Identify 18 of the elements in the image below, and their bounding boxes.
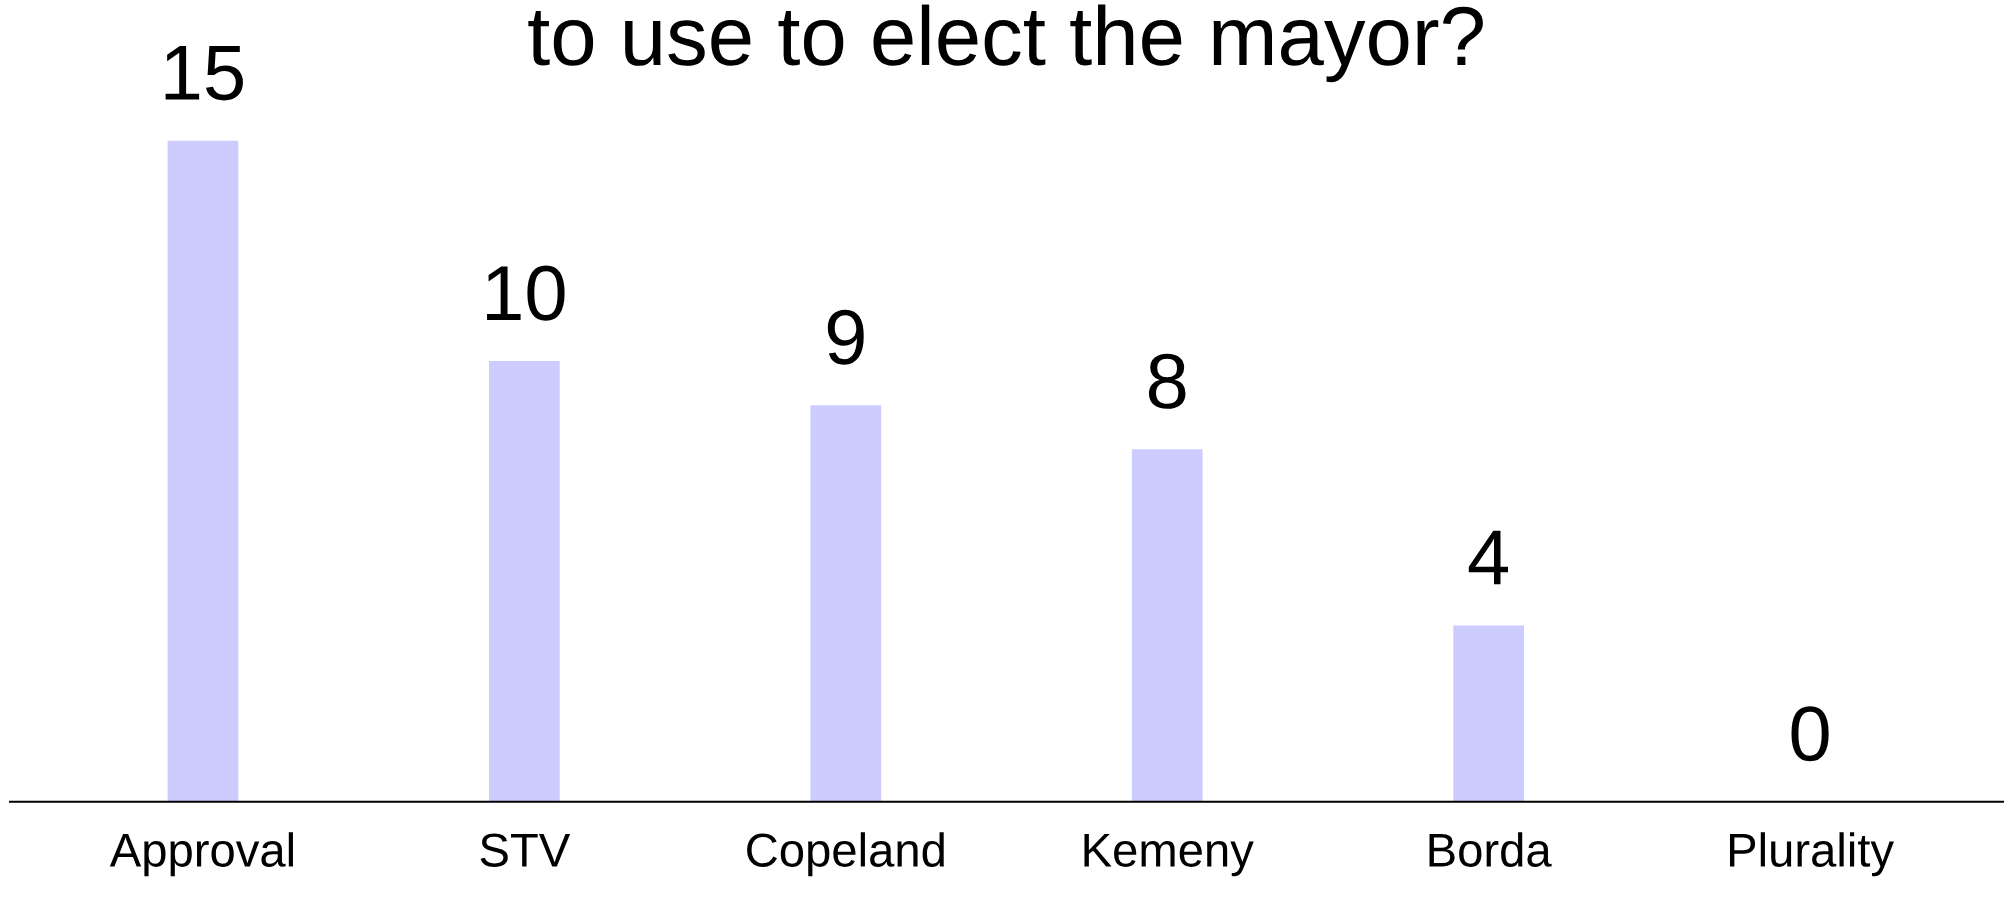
- x-tick-label: Copeland: [747, 832, 944, 877]
- bar: [1131, 449, 1203, 802]
- x-tick-label: Approval: [109, 832, 293, 877]
- x-tick-label: Kemeny: [1084, 833, 1254, 877]
- x-tick-label: Plurality: [1729, 832, 1894, 877]
- data-label: 4: [1468, 530, 1508, 585]
- data-label: 8: [1148, 353, 1186, 409]
- chart-title: to use to elect the mayor?: [528, 4, 1483, 83]
- bar: [489, 361, 560, 802]
- data-label: 9: [827, 309, 864, 365]
- x-tick-label: Borda: [1429, 832, 1552, 867]
- bar: [167, 140, 239, 802]
- bar: [1453, 625, 1524, 802]
- x-tick-label: STV: [480, 833, 571, 867]
- data-label: 15: [165, 46, 243, 101]
- data-label: 10: [487, 265, 565, 321]
- data-label: 0: [1791, 706, 1829, 762]
- bar: [810, 405, 882, 802]
